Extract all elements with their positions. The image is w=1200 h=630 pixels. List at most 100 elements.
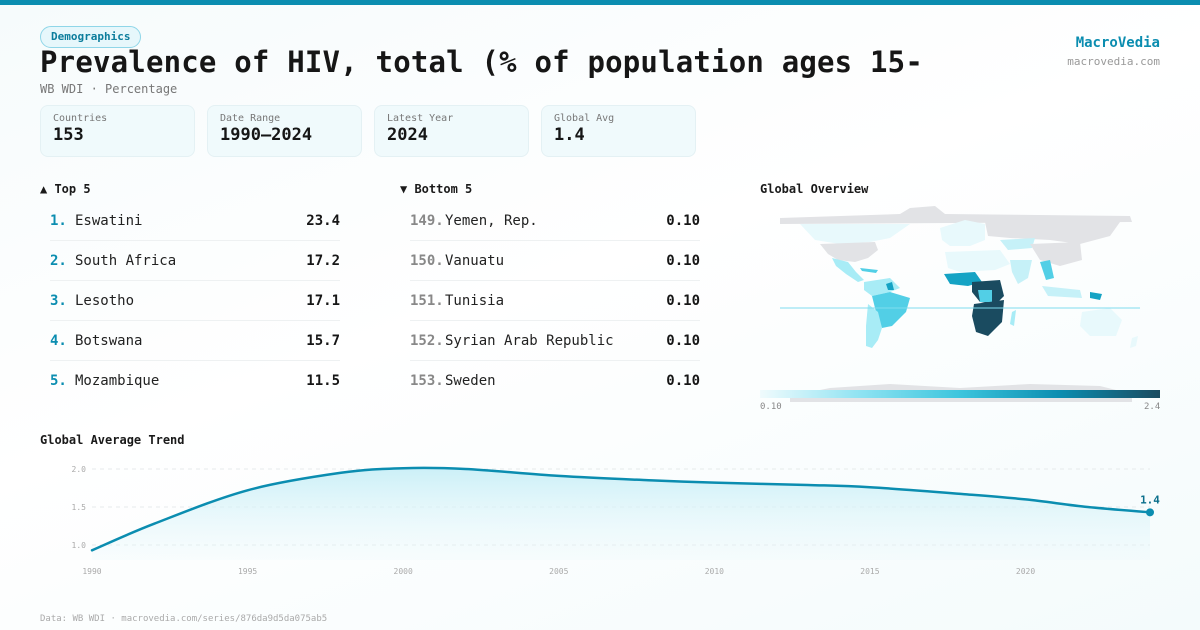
top-accent-bar (0, 0, 1200, 5)
world-map-svg[interactable] (760, 200, 1160, 410)
category-badge[interactable]: Demographics (40, 26, 142, 48)
rank-number: 153. (410, 373, 444, 389)
footer-source: Data: WB WDI · macrovedia.com/series/876… (40, 614, 328, 624)
stat-value: 1.4 (554, 125, 585, 145)
stat-card-countries: Countries 153 (40, 105, 195, 157)
region-brazil[interactable] (872, 292, 910, 328)
region-canada[interactable] (800, 224, 910, 244)
region-caribbean[interactable] (860, 268, 878, 273)
top5-list: 1. Eswatini 23.4 2. South Africa 17.2 3.… (50, 201, 340, 401)
country-name: Botswana (75, 332, 143, 349)
stats-row: Countries 153 Date Range 1990–2024 Lates… (40, 105, 696, 157)
bottom5-title: ▼ Bottom 5 (400, 182, 473, 196)
trend-end-label: 1.4 (1140, 493, 1160, 506)
region-se-asia[interactable] (1040, 260, 1054, 280)
country-name: Lesotho (75, 292, 135, 309)
country-name: Sweden (445, 373, 496, 389)
stat-value: 153 (53, 125, 84, 145)
brand-block: MacroVedia macrovedia.com (1067, 35, 1160, 68)
trend-title: Global Average Trend (40, 433, 185, 447)
country-value: 0.10 (666, 292, 700, 309)
legend-max-label: 2.4 (1144, 402, 1161, 412)
country-name: Mozambique (75, 373, 160, 389)
country-value: 17.2 (306, 252, 340, 269)
region-central-america[interactable] (832, 258, 864, 282)
region-north-africa[interactable] (945, 250, 1010, 272)
stat-value: 2024 (387, 125, 428, 145)
country-name: Vanuatu (445, 252, 505, 269)
x-tick-label: 2000 (394, 567, 413, 576)
country-name: Syrian Arab Republic (445, 332, 614, 349)
country-value: 11.5 (306, 373, 340, 389)
rank-number: 4. (50, 332, 67, 349)
x-tick-label: 2015 (860, 567, 879, 576)
legend-min-label: 0.10 (760, 402, 782, 412)
page-title: Prevalence of HIV, total (% of populatio… (40, 45, 923, 79)
country-value: 17.1 (306, 292, 340, 309)
x-tick-label: 1995 (238, 567, 257, 576)
region-europe[interactable] (940, 220, 985, 246)
list-item[interactable]: 151. Tunisia 0.10 (410, 281, 700, 321)
region-southern-cone[interactable] (866, 304, 882, 348)
list-item[interactable]: 152. Syrian Arab Republic 0.10 (410, 321, 700, 361)
country-value: 0.10 (666, 373, 700, 389)
region-guianas[interactable] (886, 282, 894, 290)
region-new-zealand[interactable] (1130, 336, 1138, 348)
country-name: Yemen, Rep. (445, 212, 538, 229)
list-item[interactable]: 2. South Africa 17.2 (50, 241, 340, 281)
trend-chart[interactable]: 1.0 1.5 2.0 1990 1995 2000 2005 2010 2015 2020 1… (0, 450, 1200, 590)
region-central-asia[interactable] (1000, 238, 1035, 250)
stat-card-latest-year: Latest Year 2024 (374, 105, 529, 157)
map-color-scale (760, 390, 1160, 398)
list-item[interactable]: 153. Sweden 0.10 (410, 361, 700, 401)
x-tick-label: 2005 (549, 567, 568, 576)
list-item[interactable]: 3. Lesotho 17.1 (50, 281, 340, 321)
stat-card-date-range: Date Range 1990–2024 (207, 105, 362, 157)
rank-number: 2. (50, 252, 67, 269)
country-value: 15.7 (306, 332, 340, 349)
country-value: 0.10 (666, 332, 700, 349)
country-name: Tunisia (445, 292, 505, 309)
page-subtitle: WB WDI · Percentage (40, 82, 178, 96)
region-australia[interactable] (1080, 308, 1122, 336)
list-item[interactable]: 150. Vanuatu 0.10 (410, 241, 700, 281)
region-madagascar[interactable] (1010, 310, 1016, 326)
list-item[interactable]: 149. Yemen, Rep. 0.10 (410, 201, 700, 241)
map-title: Global Overview (760, 182, 869, 196)
y-tick-label: 1.5 (72, 503, 87, 512)
region-southern-africa[interactable] (972, 300, 1004, 336)
rank-number: 5. (50, 373, 67, 389)
x-tick-label: 1990 (82, 567, 101, 576)
bottom5-list: 149. Yemen, Rep. 0.10 150. Vanuatu 0.10 … (410, 201, 700, 401)
region-india[interactable] (1010, 260, 1032, 284)
region-indonesia[interactable] (1042, 286, 1082, 298)
region-china[interactable] (1030, 242, 1082, 266)
region-arctic[interactable] (780, 206, 1132, 224)
region-drc[interactable] (978, 290, 992, 302)
rank-number: 152. (410, 332, 444, 349)
country-value: 23.4 (306, 212, 340, 229)
list-item[interactable]: 5. Mozambique 11.5 (50, 361, 340, 401)
trend-end-point[interactable] (1146, 508, 1154, 517)
stat-label: Countries (53, 113, 108, 124)
world-map[interactable] (760, 200, 1160, 410)
region-usa[interactable] (820, 242, 878, 262)
rank-number: 3. (50, 292, 67, 309)
brand-name[interactable]: MacroVedia (1075, 35, 1160, 51)
list-item[interactable]: 4. Botswana 15.7 (50, 321, 340, 361)
x-tick-label: 2020 (1016, 567, 1035, 576)
rank-number: 150. (410, 252, 444, 269)
region-south-america-north[interactable] (864, 278, 900, 296)
brand-url[interactable]: macrovedia.com (1067, 55, 1160, 68)
top5-title: ▲ Top 5 (40, 182, 91, 196)
trend-line[interactable] (90, 466, 1152, 552)
trend-area (92, 467, 1150, 560)
stat-label: Global Avg (554, 113, 615, 124)
rank-number: 1. (50, 212, 67, 229)
stat-label: Date Range (220, 113, 281, 124)
country-name: South Africa (75, 252, 177, 269)
list-item[interactable]: 1. Eswatini 23.4 (50, 201, 340, 241)
rank-number: 151. (410, 292, 444, 309)
region-russia[interactable] (985, 222, 1120, 244)
region-png[interactable] (1090, 292, 1102, 300)
